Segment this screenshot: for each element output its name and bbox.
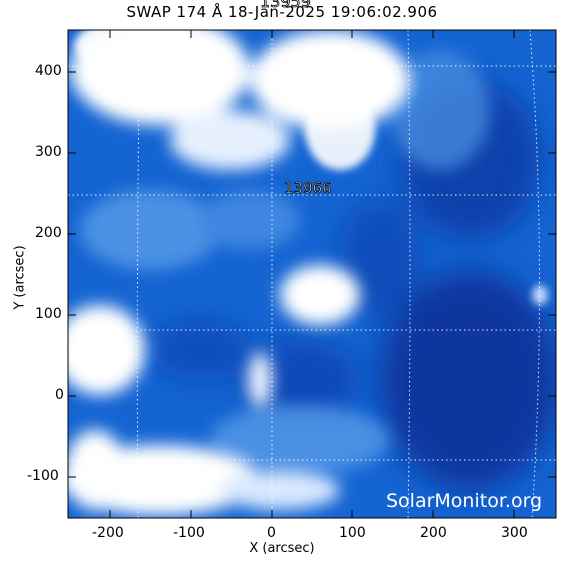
tick-marks: [68, 30, 556, 518]
x-tick-label: 0: [267, 525, 276, 541]
y-tick-label: 200: [35, 225, 62, 241]
x-tick-label: 100: [339, 525, 366, 541]
y-tick-label: 100: [35, 306, 62, 322]
x-tick-label: -100: [173, 525, 205, 541]
watermark: SolarMonitor.org: [386, 490, 542, 512]
region-label-top: 13959: [260, 0, 311, 11]
x-tick-label: -200: [92, 525, 124, 541]
coordinate-grid: [68, 30, 556, 518]
y-tick-label: 400: [35, 63, 62, 79]
x-tick-label: 300: [501, 525, 528, 541]
x-tick-label: 200: [420, 525, 447, 541]
region-label-center: 13966: [284, 179, 332, 197]
plot-frame: [67, 29, 557, 519]
image-title: SWAP 174 Å 18-Jan-2025 19:06:02.906: [126, 3, 438, 21]
euv-image: [68, 30, 556, 518]
y-axis-label: Y (arcsec): [12, 245, 28, 310]
y-tick-label: 0: [55, 387, 64, 403]
x-axis-label: X (arcsec): [249, 541, 315, 556]
y-tick-label: 300: [35, 144, 62, 160]
y-tick-label: -100: [27, 468, 59, 484]
